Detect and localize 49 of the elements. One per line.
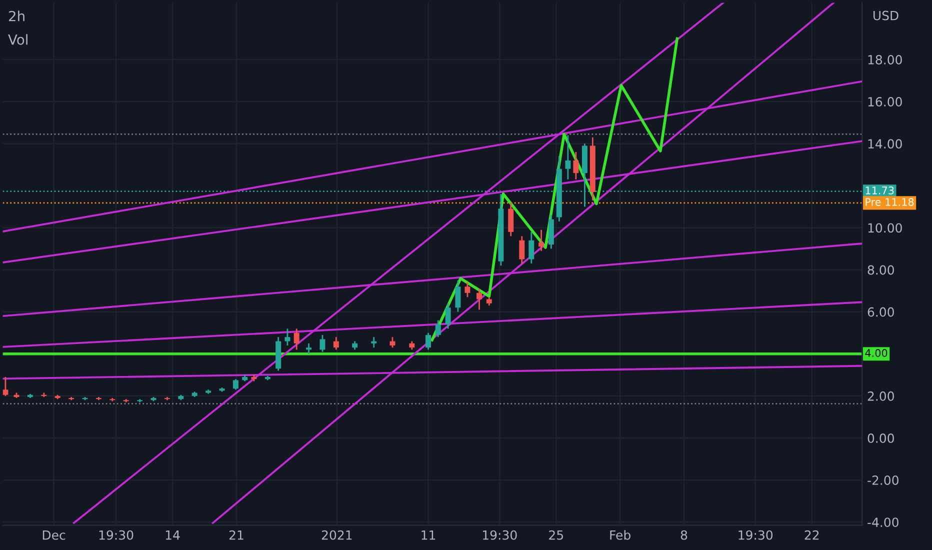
x-tick-label: Dec bbox=[42, 530, 66, 540]
y-tick-label: 14.00 bbox=[868, 139, 902, 149]
x-tick-label: 22 bbox=[804, 530, 819, 540]
ref-line-label: 11.73 bbox=[866, 186, 894, 194]
candlestick bbox=[294, 328, 300, 350]
ref-line-label: 4.00 bbox=[865, 349, 888, 357]
y-tick-label: 8.00 bbox=[868, 265, 894, 275]
candlestick bbox=[508, 202, 514, 237]
candlestick bbox=[371, 336, 377, 348]
candlestick bbox=[2, 376, 8, 397]
candlestick bbox=[284, 328, 290, 346]
candlestick bbox=[306, 342, 312, 355]
x-tick-label: 8 bbox=[680, 530, 688, 540]
text: USD bbox=[874, 10, 898, 20]
y-tick-label: 6.00 bbox=[868, 307, 894, 317]
x-tick-label: 11 bbox=[422, 530, 436, 540]
y-tick-label: 0.00 bbox=[868, 433, 894, 443]
y-tick-label: 18.00 bbox=[868, 54, 902, 64]
y-tick-label: 10.00 bbox=[868, 223, 902, 233]
candlestick bbox=[455, 280, 461, 313]
candlestick bbox=[528, 231, 534, 264]
candlestick bbox=[476, 288, 482, 310]
candlestick bbox=[320, 334, 326, 352]
candlestick bbox=[333, 336, 339, 350]
candlestick bbox=[519, 235, 525, 264]
ref-line-label: Pre 11.18 bbox=[866, 198, 914, 206]
y-tick-label: 2.00 bbox=[868, 391, 894, 401]
y-tick-label: -4.00 bbox=[868, 518, 898, 528]
x-tick-label: 19:30 bbox=[738, 530, 773, 540]
candlestick bbox=[232, 378, 238, 390]
chart-title: 2h bbox=[8, 10, 24, 22]
x-tick-label: 2021 bbox=[322, 530, 352, 540]
x-tick-label: 21 bbox=[229, 530, 244, 540]
candlestick bbox=[390, 336, 396, 348]
annotation: Vol bbox=[8, 34, 28, 45]
candlestick bbox=[538, 229, 544, 252]
x-tick-label: 19:30 bbox=[99, 530, 134, 540]
x-tick-label: 14 bbox=[166, 530, 180, 540]
candlestick bbox=[426, 332, 431, 350]
candlestick bbox=[445, 302, 451, 330]
candlestick bbox=[573, 151, 579, 180]
candlestick bbox=[565, 134, 571, 180]
x-tick-label: 25 bbox=[549, 530, 563, 540]
x-tick-label: Feb bbox=[610, 530, 630, 540]
y-tick-label: 16.00 bbox=[868, 97, 902, 106]
y-tick-label: -2.00 bbox=[868, 476, 898, 485]
candlestick bbox=[464, 282, 470, 298]
x-tick-label: 19:30 bbox=[482, 530, 517, 540]
candlestick bbox=[435, 320, 441, 338]
